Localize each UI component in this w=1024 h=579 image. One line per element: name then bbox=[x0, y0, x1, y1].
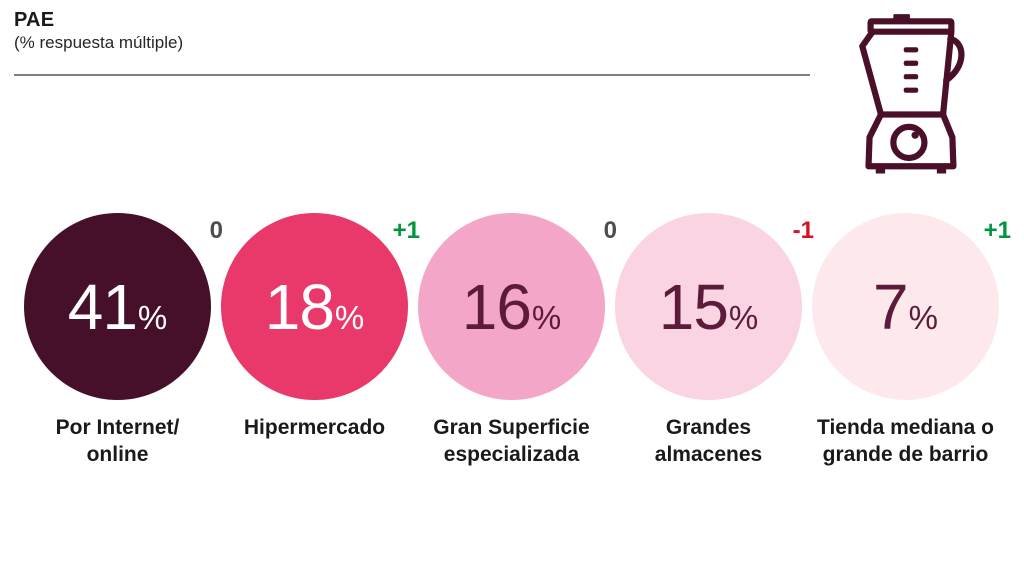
value-number: 18 bbox=[264, 270, 335, 343]
value-circle: +1 18% bbox=[221, 213, 420, 400]
percentage-value: 18% bbox=[265, 275, 365, 339]
category-column-hipermercado: +1 18% Hipermercado bbox=[216, 213, 420, 468]
change-badge: +1 bbox=[983, 217, 1011, 244]
label-line: grande de barrio bbox=[822, 443, 989, 466]
value-number: 15 bbox=[658, 270, 729, 343]
percent-sign: % bbox=[728, 298, 759, 336]
percent-sign: % bbox=[137, 298, 168, 336]
label-line: Tienda mediana o bbox=[817, 416, 994, 439]
change-badge: +1 bbox=[392, 217, 420, 244]
change-badge: 0 bbox=[209, 217, 223, 244]
percent-sign: % bbox=[334, 298, 365, 336]
circle-chart-row: 0 41% Por Internet/ online +1 18% Hiperm… bbox=[19, 213, 1011, 468]
percentage-value: 7% bbox=[873, 275, 938, 339]
percent-sign: % bbox=[531, 298, 562, 336]
label-line: almacenes bbox=[654, 443, 763, 466]
label-line: Grandes bbox=[665, 416, 752, 439]
change-badge: -1 bbox=[792, 217, 814, 244]
category-label: Grandes almacenes bbox=[655, 414, 762, 468]
percentage-value: 16% bbox=[462, 275, 562, 339]
value-number: 41 bbox=[67, 270, 138, 343]
value-circle: -1 15% bbox=[615, 213, 814, 400]
header: PAE (% respuesta múltiple) bbox=[14, 8, 183, 54]
value-number: 7 bbox=[873, 270, 909, 343]
value-number: 16 bbox=[461, 270, 532, 343]
category-column-gran-superficie: 0 16% Gran Superficie especializada bbox=[413, 213, 617, 468]
value-circle: 0 41% bbox=[24, 213, 223, 400]
percent-sign: % bbox=[908, 298, 938, 336]
label-line: online bbox=[86, 443, 149, 466]
category-label: Gran Superficie especializada bbox=[433, 414, 589, 468]
label-line: Gran Superficie bbox=[433, 416, 590, 439]
blender-icon bbox=[854, 12, 970, 188]
value-circle: 0 16% bbox=[418, 213, 617, 400]
label-line: especializada bbox=[443, 443, 580, 466]
category-label: Hipermercado bbox=[244, 414, 385, 441]
divider-line bbox=[14, 74, 810, 76]
value-circle: +1 7% bbox=[812, 213, 1011, 400]
category-label: Tienda mediana o grande de barrio bbox=[817, 414, 994, 468]
category-column-online: 0 41% Por Internet/ online bbox=[19, 213, 223, 468]
label-line: Hipermercado bbox=[243, 416, 386, 439]
percentage-value: 41% bbox=[68, 275, 168, 339]
category-column-grandes-almacenes: -1 15% Grandes almacenes bbox=[610, 213, 814, 468]
label-line: Por Internet/ bbox=[55, 416, 180, 439]
percentage-value: 15% bbox=[659, 275, 759, 339]
page-title: PAE bbox=[14, 9, 55, 31]
change-badge: 0 bbox=[603, 217, 617, 244]
page-subtitle: (% respuesta múltiple) bbox=[14, 33, 184, 52]
category-label: Por Internet/ online bbox=[56, 414, 180, 468]
category-column-tienda-barrio: +1 7% Tienda mediana o grande de barrio bbox=[807, 213, 1011, 468]
